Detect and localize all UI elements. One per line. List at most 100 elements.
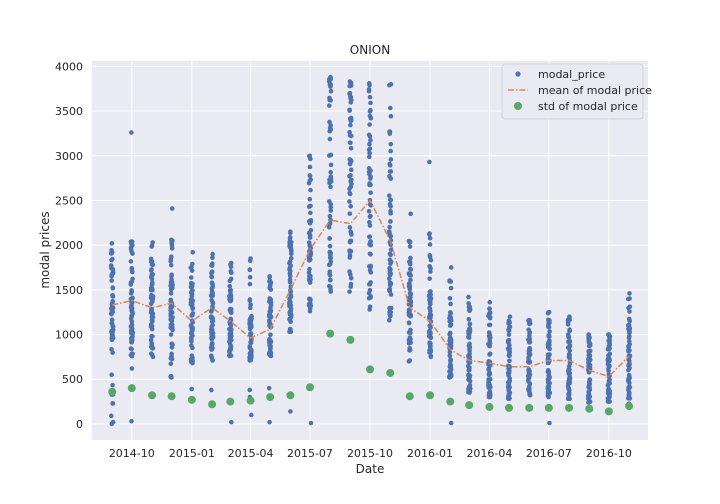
modal-price-point	[247, 274, 253, 280]
modal-price-point	[407, 290, 413, 296]
modal-price-point	[487, 310, 493, 315]
modal-price-point	[586, 384, 591, 390]
modal-price-point	[448, 420, 454, 426]
modal-price-point	[506, 347, 512, 353]
modal-price-point	[348, 281, 354, 287]
modal-price-point	[487, 351, 493, 357]
modal-price-point	[586, 337, 592, 343]
modal-price-point	[130, 351, 135, 357]
modal-price-point	[428, 289, 433, 294]
modal-price-point	[150, 314, 156, 320]
modal-price-point	[408, 313, 413, 318]
modal-price-point	[626, 391, 632, 396]
mean-modal-price-line	[112, 199, 630, 378]
modal-price-point	[368, 252, 373, 257]
modal-price-point	[188, 284, 194, 290]
modal-price-point	[347, 199, 352, 204]
modal-price-point	[288, 230, 293, 235]
modal-price-point	[287, 259, 293, 264]
modal-price-point	[387, 282, 393, 288]
modal-price-point	[388, 292, 394, 297]
modal-price-point	[386, 276, 392, 281]
modal-price-point	[308, 277, 313, 282]
modal-price-point	[427, 306, 433, 311]
modal-price-point	[129, 340, 135, 345]
modal-price-point	[387, 161, 392, 167]
legend-label-std: std of modal price	[538, 100, 638, 113]
modal-price-point	[566, 393, 571, 399]
modal-price-point	[347, 190, 352, 196]
modal-price-point	[427, 301, 433, 307]
modal-price-point	[586, 334, 591, 339]
modal-price-point	[388, 219, 393, 224]
legend-marker-modal-price	[515, 71, 521, 77]
modal-price-point	[387, 224, 392, 230]
std-modal-price-point	[585, 404, 594, 413]
modal-price-point	[426, 314, 432, 320]
x-tick-label: 2015-10	[347, 447, 393, 460]
modal-price-point	[168, 332, 174, 337]
modal-price-point	[367, 141, 372, 147]
modal-price-point	[626, 363, 631, 368]
modal-price-point	[606, 381, 612, 387]
modal-price-point	[306, 180, 312, 186]
modal-price-point	[506, 366, 511, 371]
y-tick-label: 2000	[55, 239, 83, 252]
modal-price-point	[169, 283, 175, 289]
modal-price-point	[327, 125, 333, 131]
modal-price-point	[447, 331, 453, 336]
modal-price-point	[486, 330, 492, 335]
modal-price-point	[627, 296, 632, 301]
modal-price-point	[447, 349, 453, 355]
modal-price-point	[268, 307, 273, 313]
modal-price-point	[170, 327, 175, 333]
modal-price-point	[466, 377, 471, 383]
std-modal-price-point	[266, 393, 275, 402]
modal-price-point	[287, 317, 293, 323]
modal-price-point	[210, 251, 215, 257]
modal-price-point	[267, 274, 272, 280]
modal-price-point	[148, 324, 154, 330]
modal-price-point	[546, 392, 551, 397]
modal-price-point	[209, 270, 214, 276]
modal-price-point	[129, 366, 135, 371]
modal-price-point	[387, 82, 392, 88]
modal-price-point	[328, 204, 334, 210]
std-modal-price-point	[246, 396, 255, 405]
modal-price-point	[467, 341, 472, 347]
modal-price-point	[547, 420, 552, 426]
modal-price-point	[169, 246, 175, 251]
modal-price-point	[366, 132, 372, 138]
modal-price-point	[169, 241, 175, 246]
modal-price-point	[466, 335, 472, 340]
modal-price-point	[168, 290, 174, 296]
modal-price-point	[307, 296, 313, 302]
modal-price-point	[607, 337, 612, 343]
modal-price-point	[487, 394, 493, 400]
modal-price-point	[626, 372, 632, 378]
modal-price-point	[209, 329, 214, 335]
modal-price-point	[506, 395, 512, 401]
modal-price-point	[368, 270, 374, 275]
modal-price-point	[367, 122, 372, 127]
modal-price-point	[148, 259, 154, 265]
modal-price-point	[347, 116, 353, 122]
modal-price-point	[169, 274, 174, 279]
modal-price-point	[326, 224, 332, 230]
modal-price-point	[247, 281, 253, 287]
modal-price-point	[427, 350, 433, 355]
modal-price-point	[586, 349, 591, 354]
std-modal-price-point	[565, 403, 574, 412]
modal-price-point	[227, 293, 232, 299]
modal-price-point	[626, 367, 631, 373]
modal-price-point	[189, 386, 195, 392]
modal-price-point	[306, 240, 312, 245]
modal-price-point	[128, 259, 134, 264]
modal-price-point	[109, 321, 115, 326]
legend-label-mean: mean of modal price	[538, 84, 652, 97]
modal-price-point	[586, 352, 592, 358]
modal-price-point	[367, 94, 373, 100]
modal-price-point	[190, 320, 195, 325]
x-axis-label: Date	[356, 462, 385, 476]
y-tick-label: 4000	[55, 60, 83, 73]
